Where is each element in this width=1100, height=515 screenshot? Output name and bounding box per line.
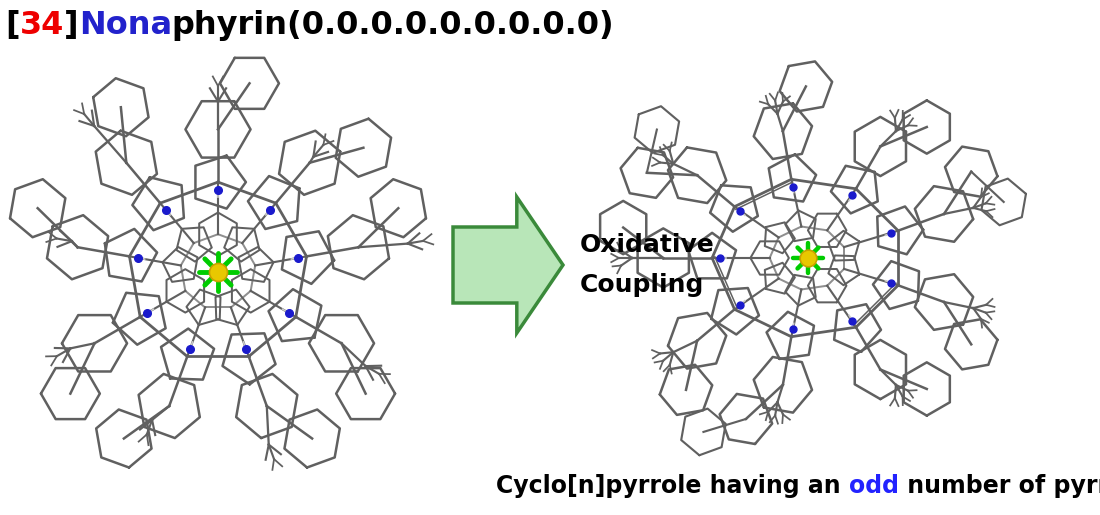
Text: Cyclo[n]pyrrole having an: Cyclo[n]pyrrole having an	[496, 474, 849, 498]
Text: [: [	[6, 10, 20, 41]
Text: ]: ]	[64, 10, 78, 41]
Text: phyrin(0.0.0.0.0.0.0.0.0): phyrin(0.0.0.0.0.0.0.0.0)	[172, 10, 615, 41]
Polygon shape	[453, 197, 563, 333]
Text: Coupling: Coupling	[580, 273, 704, 297]
Text: Oxidative: Oxidative	[580, 233, 714, 257]
Text: 34: 34	[20, 10, 64, 41]
Text: number of pyrroles: number of pyrroles	[899, 474, 1100, 498]
Text: odd: odd	[849, 474, 899, 498]
Text: Nona: Nona	[78, 10, 172, 41]
